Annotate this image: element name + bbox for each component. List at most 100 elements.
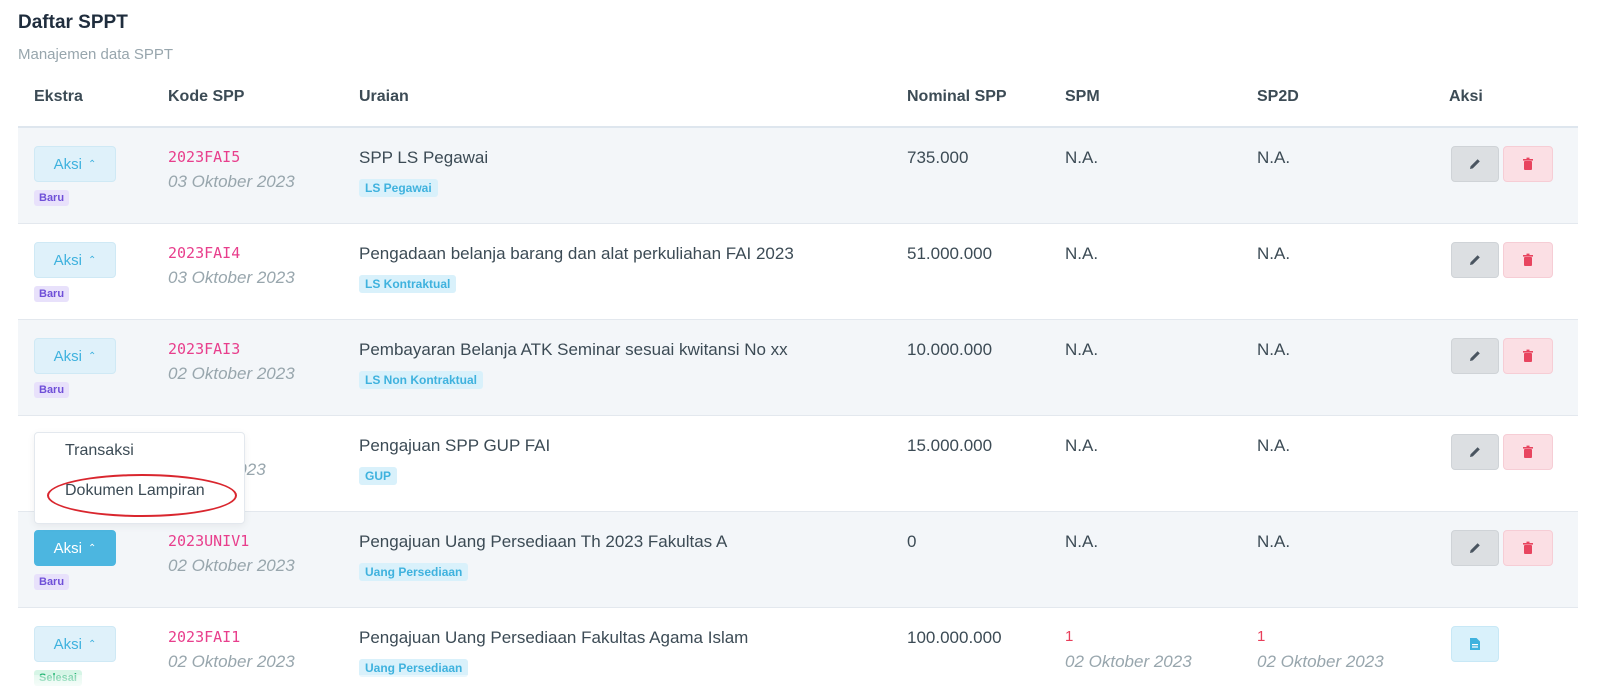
sp2d-value: N.A. <box>1257 532 1291 551</box>
document-icon <box>1470 638 1480 650</box>
aksi-dropdown-button[interactable]: Aksi ⌃ <box>34 626 116 662</box>
aksi-label: Aksi <box>53 539 82 557</box>
table-header: Ekstra Kode SPP Uraian Nominal SPP SPM S… <box>18 78 1578 128</box>
chevron-up-icon: ⌃ <box>87 158 97 170</box>
status-badge: Baru <box>34 190 70 206</box>
table-row: Aksi ⌃ Baru 2023FAI3 02 Oktober 2023 Pem… <box>18 320 1578 416</box>
sp2d-value[interactable]: 1 <box>1257 628 1266 645</box>
chevron-up-icon: ⌃ <box>87 350 97 362</box>
delete-button[interactable] <box>1503 530 1553 566</box>
uraian-text: SPP LS Pegawai <box>359 148 489 167</box>
menu-item-dokumen-lampiran[interactable]: Dokumen Lampiran <box>65 482 205 499</box>
column-header-kode-spp: Kode SPP <box>168 88 245 105</box>
pencil-icon <box>1470 159 1480 169</box>
chevron-up-icon: ⌃ <box>87 638 97 650</box>
edit-button[interactable] <box>1451 338 1499 374</box>
menu-item-transaksi[interactable]: Transaksi <box>65 442 134 459</box>
trash-icon <box>1523 157 1533 170</box>
pencil-icon <box>1470 255 1480 265</box>
chevron-up-icon: ⌃ <box>87 254 97 266</box>
kode-date: 03 Oktober 2023 <box>168 172 295 191</box>
column-header-aksi: Aksi <box>1449 88 1483 105</box>
column-header-uraian: Uraian <box>359 88 409 105</box>
jenis-badge: GUP <box>359 467 398 485</box>
nominal-spp: 100.000.000 <box>907 628 1002 647</box>
spm-date: 02 Oktober 2023 <box>1065 652 1192 671</box>
delete-button[interactable] <box>1503 146 1553 182</box>
column-header-spm: SPM <box>1065 88 1100 105</box>
document-button[interactable] <box>1451 626 1499 662</box>
uraian-text: Pengajuan SPP GUP FAI <box>359 436 551 455</box>
column-header-ekstra: Ekstra <box>34 88 83 105</box>
trash-icon <box>1523 253 1533 266</box>
nominal-spp: 15.000.000 <box>907 436 993 455</box>
edit-button[interactable] <box>1451 242 1499 278</box>
uraian-text: Pengajuan Uang Persediaan Th 2023 Fakult… <box>359 532 728 551</box>
trash-icon <box>1523 349 1533 362</box>
jenis-badge: Uang Persediaan <box>359 659 469 677</box>
spm-value[interactable]: 1 <box>1065 628 1074 645</box>
spm-value: N.A. <box>1065 244 1099 263</box>
sp2d-value: N.A. <box>1257 148 1291 167</box>
uraian-text: Pengadaan belanja barang dan alat perkul… <box>359 244 794 263</box>
table-row: Aksi ⌃ Baru 2023UNIV1 02 Oktober 2023 Pe… <box>18 512 1578 608</box>
aksi-label: Aksi <box>53 635 82 653</box>
aksi-dropdown-button[interactable]: Aksi ⌃ <box>34 338 116 374</box>
pencil-icon <box>1470 543 1480 553</box>
page-title: Daftar SPPT <box>18 12 128 33</box>
jenis-badge: Uang Persediaan <box>359 563 469 581</box>
kode-date: 02 Oktober 2023 <box>168 652 295 671</box>
kode-spp: 2023FAI3 <box>168 340 241 358</box>
kode-date: 02 Oktober 2023 <box>168 364 295 383</box>
sp2d-value: N.A. <box>1257 340 1291 359</box>
pencil-icon <box>1470 447 1480 457</box>
kode-spp: 2023FAI1 <box>168 628 241 646</box>
trash-icon <box>1523 445 1533 458</box>
table-row: er 2023 Pengajuan SPP GUP FAI GUP 15.000… <box>18 416 1578 512</box>
column-header-nominal-spp: Nominal SPP <box>907 88 1007 105</box>
kode-spp: 2023FAI4 <box>168 244 241 262</box>
table-row: Aksi ⌃ Baru 2023FAI4 03 Oktober 2023 Pen… <box>18 224 1578 320</box>
nominal-spp: 51.000.000 <box>907 244 993 263</box>
status-badge: Baru <box>34 286 70 302</box>
uraian-text: Pembayaran Belanja ATK Seminar sesuai kw… <box>359 340 788 359</box>
jenis-badge: LS Kontraktual <box>359 275 457 293</box>
sppt-table: Ekstra Kode SPP Uraian Nominal SPP SPM S… <box>18 78 1578 693</box>
uraian-text: Pengajuan Uang Persediaan Fakultas Agama… <box>359 628 749 647</box>
kode-spp: 2023FAI5 <box>168 148 241 166</box>
delete-button[interactable] <box>1503 242 1553 278</box>
edit-button[interactable] <box>1451 146 1499 182</box>
sp2d-date: 02 Oktober 2023 <box>1257 652 1384 671</box>
aksi-dropdown-button[interactable]: Aksi ⌃ <box>34 242 116 278</box>
jenis-badge: LS Pegawai <box>359 179 438 197</box>
delete-button[interactable] <box>1503 434 1553 470</box>
spm-value: N.A. <box>1065 340 1099 359</box>
aksi-label: Aksi <box>53 251 82 269</box>
aksi-dropdown-menu: Transaksi Dokumen Lampiran <box>34 432 245 524</box>
page-subtitle: Manajemen data SPPT <box>18 46 174 63</box>
nominal-spp: 10.000.000 <box>907 340 993 359</box>
nominal-spp: 0 <box>907 532 917 551</box>
spm-value: N.A. <box>1065 148 1099 167</box>
nominal-spp: 735.000 <box>907 148 969 167</box>
delete-button[interactable] <box>1503 338 1553 374</box>
trash-icon <box>1523 541 1533 554</box>
aksi-dropdown-button[interactable]: Aksi ⌃ <box>34 146 116 182</box>
spm-value: N.A. <box>1065 436 1099 455</box>
chevron-up-icon: ⌃ <box>87 542 97 554</box>
edit-button[interactable] <box>1451 530 1499 566</box>
kode-date: 02 Oktober 2023 <box>168 556 295 575</box>
aksi-label: Aksi <box>53 347 82 365</box>
bottom-fade <box>0 675 1600 693</box>
sp2d-value: N.A. <box>1257 244 1291 263</box>
kode-spp: 2023UNIV1 <box>168 532 250 550</box>
sp2d-value: N.A. <box>1257 436 1291 455</box>
status-badge: Baru <box>34 574 70 590</box>
edit-button[interactable] <box>1451 434 1499 470</box>
table-row: Aksi ⌃ Baru 2023FAI5 03 Oktober 2023 SPP… <box>18 128 1578 224</box>
status-badge: Baru <box>34 382 70 398</box>
spm-value: N.A. <box>1065 532 1099 551</box>
aksi-dropdown-button[interactable]: Aksi ⌃ <box>34 530 116 566</box>
pencil-icon <box>1470 351 1480 361</box>
